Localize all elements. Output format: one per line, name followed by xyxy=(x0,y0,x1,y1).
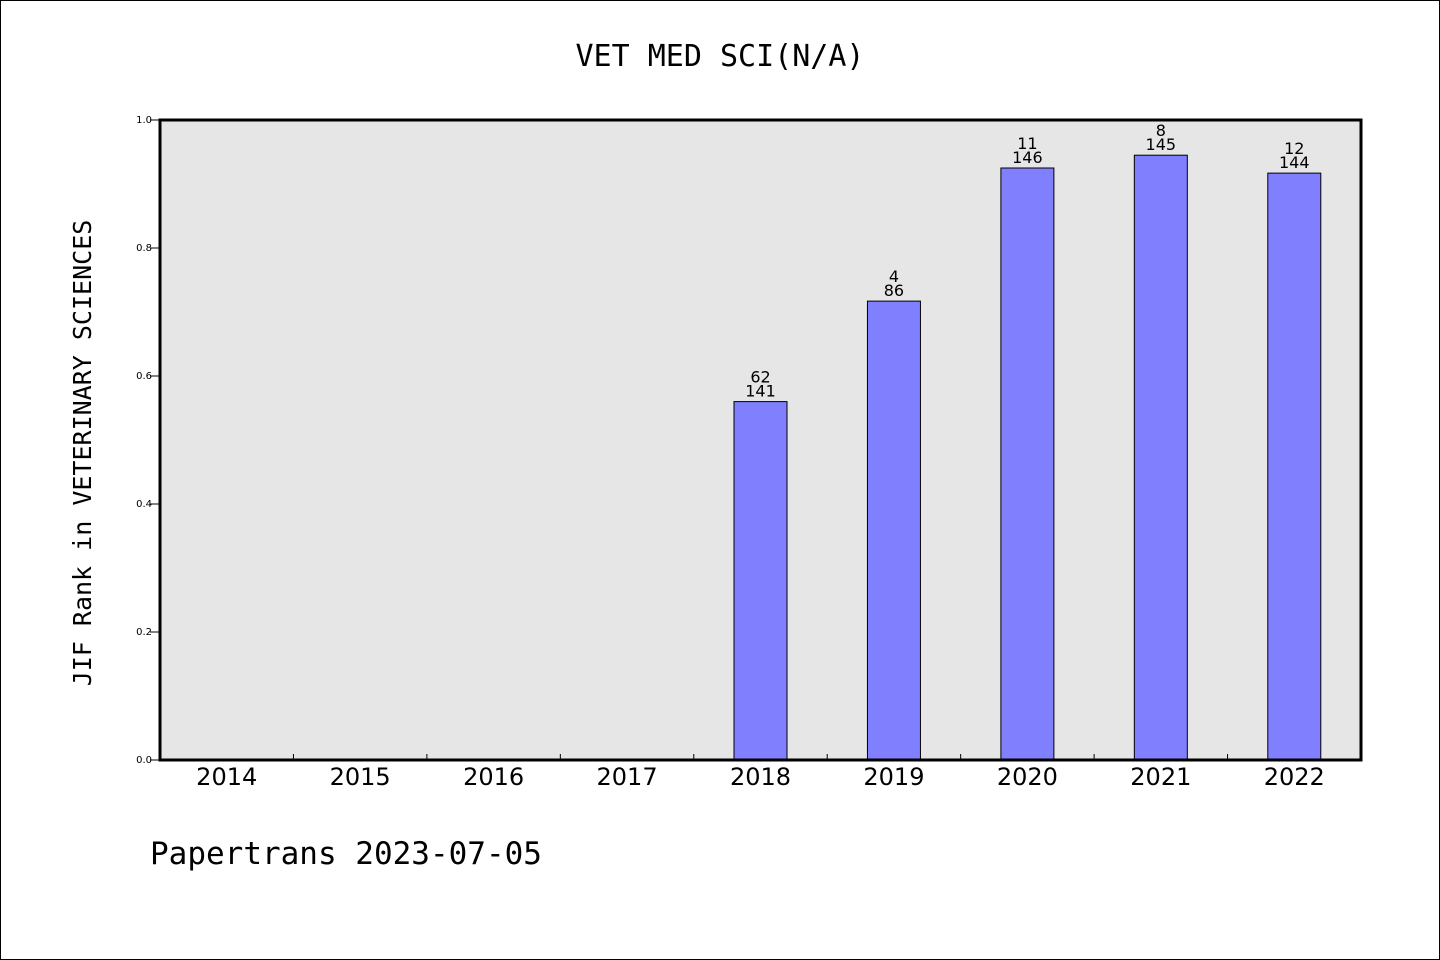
y-tick-label: 0.6 xyxy=(136,371,152,382)
y-tick-label: 0.2 xyxy=(136,627,152,638)
bar-2018 xyxy=(733,401,788,761)
y-tick-label: 0.4 xyxy=(136,499,152,510)
rank-label: 12 xyxy=(1284,139,1304,158)
x-tick-label: 2014 xyxy=(196,763,257,791)
total-label: 86 xyxy=(884,281,904,300)
rank-label: 62 xyxy=(750,368,770,387)
bar-2019 xyxy=(866,300,921,761)
rank-label: 8 xyxy=(1156,121,1166,140)
total-label: 141 xyxy=(745,382,776,401)
bar-2022 xyxy=(1267,172,1322,761)
y-axis-label: JIF Rank in VETERINARY SCIENCES xyxy=(68,220,97,687)
x-tick-label: 2021 xyxy=(1130,763,1191,791)
total-label: 145 xyxy=(1146,135,1177,154)
bar-2021 xyxy=(1133,154,1188,761)
x-tick-label: 2019 xyxy=(863,763,924,791)
x-tick-label: 2016 xyxy=(463,763,524,791)
y-tick-label: 1.0 xyxy=(136,115,152,126)
rank-label: 11 xyxy=(1017,134,1037,153)
y-tick-label: 0.8 xyxy=(136,243,152,254)
y-axis-ticks: 0.0 0.2 0.4 0.6 0.8 1.0 xyxy=(136,115,160,766)
x-tick-label: 2020 xyxy=(997,763,1058,791)
y-tick-label: 0.0 xyxy=(136,755,152,766)
chart-title: VET MED SCI(N/A) xyxy=(576,39,865,74)
rank-label: 4 xyxy=(889,267,899,286)
x-tick-label: 2022 xyxy=(1264,763,1325,791)
footer-stamp: Papertrans 2023-07-05 xyxy=(150,836,542,872)
x-tick-label: 2018 xyxy=(730,763,791,791)
x-axis-ticks: 2014 2015 2016 2017 2018 2019 2020 2021 2022 xyxy=(196,754,1325,791)
bars xyxy=(733,154,1322,761)
bar-2020 xyxy=(1000,167,1055,761)
x-tick-label: 2017 xyxy=(597,763,658,791)
plot-border xyxy=(158,118,1363,762)
total-label: 144 xyxy=(1279,153,1310,172)
x-tick-label: 2015 xyxy=(330,763,391,791)
total-label: 146 xyxy=(1012,148,1043,167)
